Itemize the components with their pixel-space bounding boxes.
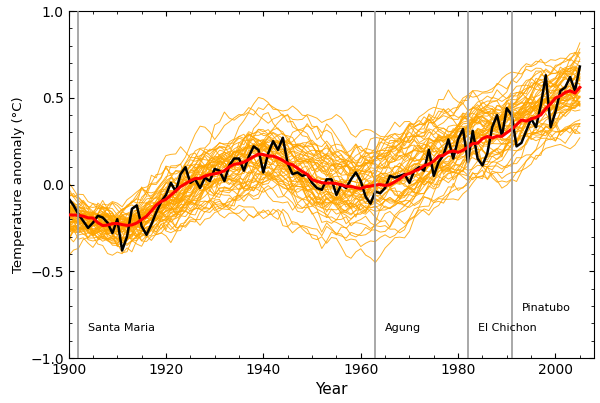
Y-axis label: Temperature anomaly (°C): Temperature anomaly (°C) bbox=[11, 96, 25, 273]
X-axis label: Year: Year bbox=[315, 382, 348, 397]
Text: El Chichon: El Chichon bbox=[478, 323, 536, 333]
Text: Santa Maria: Santa Maria bbox=[88, 323, 155, 333]
Text: Agung: Agung bbox=[385, 323, 421, 333]
Text: Pinatubo: Pinatubo bbox=[521, 303, 570, 312]
